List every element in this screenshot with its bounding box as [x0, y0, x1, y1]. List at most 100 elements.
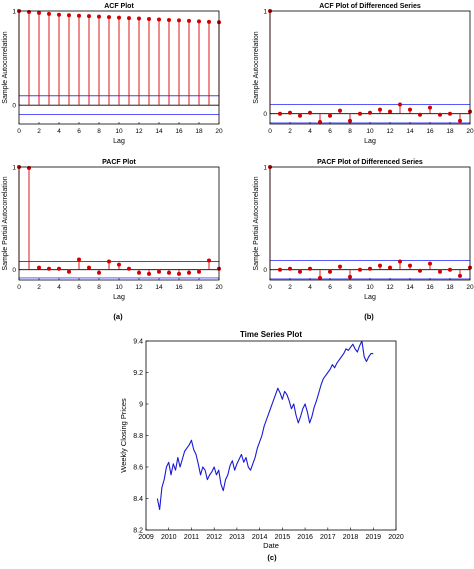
stem-marker	[448, 267, 452, 272]
plot-frame	[269, 166, 471, 281]
stem-marker	[358, 267, 362, 272]
stem-marker	[418, 112, 422, 117]
chart-acf: 0 2 4 6 8 10 12 14 16 18 20 0 1 ACF Plot Lag Sample Aut…	[2, 3, 223, 145]
y-axis-label: Sample Autocorrelation	[253, 31, 260, 103]
x-tick-label: 16	[426, 128, 434, 135]
x-tick-label: 4	[308, 128, 312, 135]
stem-marker	[398, 102, 402, 107]
chart-pacf-diff: 0 2 4 6 8 10 12 14 16 18 20 0 1 PACF Plot of Differen…	[253, 159, 474, 301]
stem-marker	[77, 13, 81, 18]
stem-marker	[428, 261, 432, 266]
stem-marker	[338, 108, 342, 113]
y-axis-label: Sample Autocorrelation	[2, 31, 9, 103]
stem-marker	[97, 14, 101, 19]
stem-marker	[348, 118, 352, 123]
x-tick-label: 14	[155, 128, 163, 135]
x-tick-label: 0	[268, 284, 272, 291]
chart-acf-diff: 0 2 4 6 8 10 12 14 16 18 20 0 1 ACF Plot of Differenc…	[253, 3, 474, 145]
y-tick-label: 0	[12, 267, 16, 274]
x-tick-label: 0	[268, 128, 272, 135]
y-tick-label: 9.4	[133, 339, 143, 346]
x-tick-label: 10	[115, 284, 123, 291]
stem-marker	[308, 266, 312, 271]
x-tick-label: 0	[17, 284, 21, 291]
y-tick-label: 0	[263, 111, 267, 118]
y-axis-label: Sample Partial Autocorrelation	[253, 176, 260, 270]
x-tick-label: 2010	[161, 534, 177, 541]
stem-marker	[458, 273, 462, 278]
stem-marker	[127, 16, 131, 21]
x-tick-label: 16	[426, 284, 434, 291]
chart-title: Time Series Plot	[240, 330, 302, 339]
stem-marker	[187, 270, 191, 275]
stem-marker	[147, 271, 151, 276]
stem-marker	[97, 270, 101, 275]
x-tick-label: 2013	[229, 534, 245, 541]
x-tick-label: 16	[175, 128, 183, 135]
stem-marker	[67, 269, 71, 274]
stem-marker	[177, 18, 181, 23]
stem-marker	[298, 269, 302, 274]
plot-frame	[145, 340, 397, 531]
stem-marker	[448, 111, 452, 116]
x-tick-label: 2012	[206, 534, 222, 541]
x-tick-label: 8	[348, 128, 352, 135]
stem-marker	[47, 266, 51, 271]
stem-marker	[348, 274, 352, 279]
x-tick-label: 2	[288, 128, 292, 135]
y-tick-label: 9.2	[133, 370, 143, 377]
x-tick-label: 4	[57, 128, 61, 135]
x-tick-label: 10	[366, 284, 374, 291]
y-tick-label: 1	[263, 9, 267, 16]
x-axis-label: Lag	[364, 138, 376, 145]
chart-title: ACF Plot of Differenced Series	[319, 3, 421, 10]
stem-marker	[207, 258, 211, 263]
x-tick-label: 2011	[184, 534, 199, 541]
y-tick-label: 8.6	[133, 465, 143, 472]
x-tick-label: 14	[406, 284, 414, 291]
stem-marker	[388, 265, 392, 270]
panel-label-a: (a)	[113, 312, 123, 321]
x-axis-label: Lag	[113, 294, 125, 301]
stem-marker	[137, 16, 141, 21]
stem-marker	[338, 264, 342, 269]
stem-marker	[298, 113, 302, 118]
stem-marker	[127, 266, 131, 271]
x-tick-label: 10	[366, 128, 374, 135]
chart-pacf: 0 2 4 6 8 10 12 14 16 18 20 0 1 PACF Plot Lag Sample Pa…	[2, 159, 223, 301]
x-tick-label: 12	[386, 284, 394, 291]
stem-marker	[57, 12, 61, 17]
x-tick-label: 20	[215, 128, 223, 135]
x-tick-label: 20	[466, 284, 474, 291]
stem-marker	[398, 259, 402, 264]
stem-marker	[308, 110, 312, 115]
stem-marker	[378, 263, 382, 268]
stem-marker	[288, 266, 292, 271]
stem-marker	[87, 14, 91, 19]
x-tick-label: 2017	[320, 534, 336, 541]
stem-marker	[27, 9, 31, 14]
x-tick-label: 14	[155, 284, 163, 291]
x-tick-label: 8	[97, 128, 101, 135]
stem-marker	[137, 270, 141, 275]
chart-timeseries: 2009 2010 2011 2012 2013 2014 2015 2016 2017 2018…	[119, 330, 404, 550]
stem-marker	[107, 15, 111, 20]
x-tick-label: 14	[406, 128, 414, 135]
stem-marker	[167, 17, 171, 22]
x-tick-label: 10	[115, 128, 123, 135]
stem-marker	[37, 265, 41, 270]
y-axis-label: Weekly Closing Prices	[119, 398, 128, 473]
stem-marker	[288, 110, 292, 115]
stem-marker	[67, 13, 71, 18]
stem-marker	[77, 257, 81, 262]
x-tick-label: 2015	[275, 534, 291, 541]
x-tick-label: 2018	[343, 534, 359, 541]
stem-marker	[187, 18, 191, 23]
x-tick-label: 6	[77, 284, 81, 291]
y-tick-label: 8.8	[133, 433, 143, 440]
x-axis-label: Lag	[364, 294, 376, 301]
plot-frame	[269, 10, 471, 125]
x-tick-label: 2020	[388, 534, 404, 541]
